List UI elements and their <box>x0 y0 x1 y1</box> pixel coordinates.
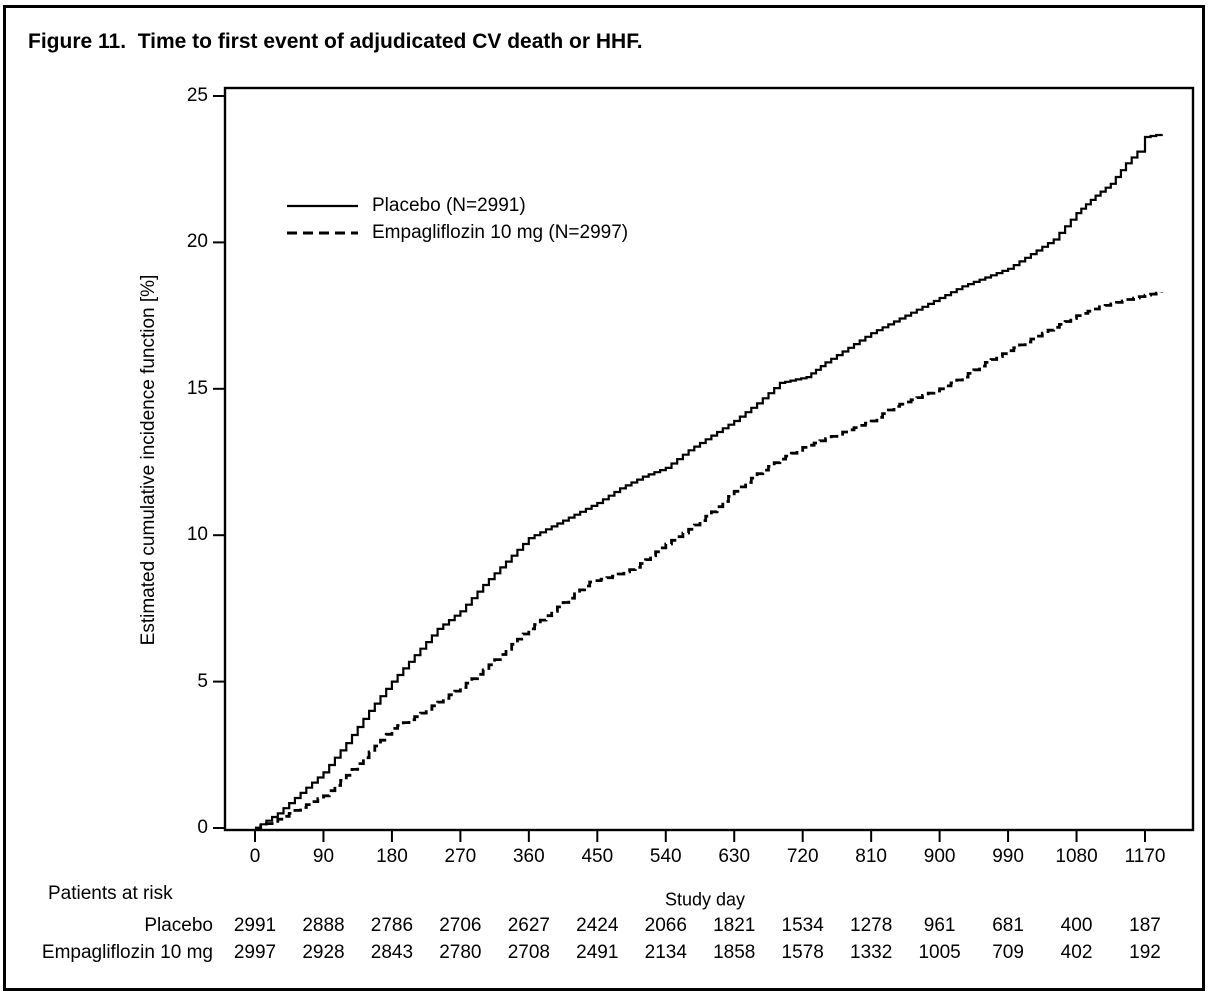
risk-value-empagliflozin-day1080: 402 <box>1060 942 1093 963</box>
risk-value-placebo-day90: 2888 <box>302 915 345 936</box>
risk-value-placebo-day810: 1278 <box>850 915 893 936</box>
figure-title: Figure 11. Time to first event of adjudi… <box>28 30 643 53</box>
risk-value-placebo-day360: 2627 <box>507 915 550 936</box>
x-tick-label-810: 810 <box>855 846 887 867</box>
x-axis-title: Study day <box>664 889 746 910</box>
y-tick-label-0: 0 <box>197 817 208 838</box>
x-tick-label-720: 720 <box>786 846 819 867</box>
x-tick-label-450: 450 <box>581 846 614 867</box>
risk-value-placebo-day180: 2786 <box>370 915 414 936</box>
x-tick-label-270: 270 <box>444 846 477 867</box>
risk-value-placebo-day720: 1534 <box>781 915 824 936</box>
placebo-curve <box>255 133 1163 830</box>
risk-value-placebo-day630: 1821 <box>713 915 756 936</box>
plot-frame <box>223 86 1195 832</box>
risk-value-empagliflozin-day0: 2997 <box>233 942 277 963</box>
risk-value-empagliflozin-day270: 2780 <box>439 942 482 963</box>
risk-value-empagliflozin-day810: 1332 <box>850 942 893 963</box>
risk-value-empagliflozin-day630: 1858 <box>713 942 756 963</box>
risk-value-placebo-day1080: 400 <box>1060 915 1093 936</box>
risk-value-empagliflozin-day900: 1005 <box>918 942 961 963</box>
y-axis-title: Estimated cumulative incidence function … <box>138 274 159 646</box>
risk-value-empagliflozin-day90: 2928 <box>302 942 345 963</box>
y-tick-label-15: 15 <box>186 377 208 399</box>
risk-value-empagliflozin-day1170: 192 <box>1129 942 1161 963</box>
y-tick-label-10: 10 <box>186 524 208 546</box>
risk-value-empagliflozin-day450: 2491 <box>576 942 619 963</box>
risk-value-placebo-day540: 2066 <box>644 915 687 936</box>
figure-border <box>3 5 1205 991</box>
x-tick-label-630: 630 <box>718 846 751 867</box>
risk-value-empagliflozin-day720: 1578 <box>781 942 824 963</box>
risk-row-label-empagliflozin: Empagliflozin 10 mg <box>41 942 213 963</box>
x-tick-label-0: 0 <box>249 846 261 867</box>
x-tick-label-540: 540 <box>649 846 682 867</box>
x-tick-label-90: 90 <box>312 846 335 867</box>
risk-value-empagliflozin-day360: 2708 <box>507 942 550 963</box>
x-tick-label-990: 990 <box>992 846 1024 867</box>
y-tick-label-20: 20 <box>186 231 208 253</box>
legend-label-empagliflozin: Empagliflozin 10 mg (N=2997) <box>372 222 629 243</box>
x-tick-label-1170: 1170 <box>1124 846 1166 867</box>
legend-label-placebo: Placebo (N=2991) <box>372 195 526 216</box>
risk-value-placebo-day270: 2706 <box>439 915 482 936</box>
x-tick-label-900: 900 <box>923 846 956 867</box>
risk-value-empagliflozin-day990: 709 <box>992 942 1024 963</box>
empagliflozin-curve <box>255 291 1164 830</box>
risk-value-empagliflozin-day540: 2134 <box>644 942 687 963</box>
risk-value-placebo-day1170: 187 <box>1129 915 1161 936</box>
risk-row-label-placebo: Placebo <box>144 915 213 936</box>
risk-value-placebo-day990: 681 <box>992 915 1024 936</box>
x-tick-label-360: 360 <box>512 846 545 867</box>
risk-value-placebo-day0: 2991 <box>233 915 277 936</box>
y-tick-label-25: 25 <box>186 85 208 106</box>
risk-table-header: Patients at risk <box>48 883 173 904</box>
x-tick-label-180: 180 <box>376 846 408 867</box>
y-tick-label-5: 5 <box>197 670 208 692</box>
risk-value-placebo-day900: 961 <box>923 915 956 936</box>
x-tick-label-1080: 1080 <box>1055 846 1098 867</box>
risk-value-placebo-day450: 2424 <box>576 915 619 936</box>
risk-value-empagliflozin-day180: 2843 <box>370 942 414 963</box>
